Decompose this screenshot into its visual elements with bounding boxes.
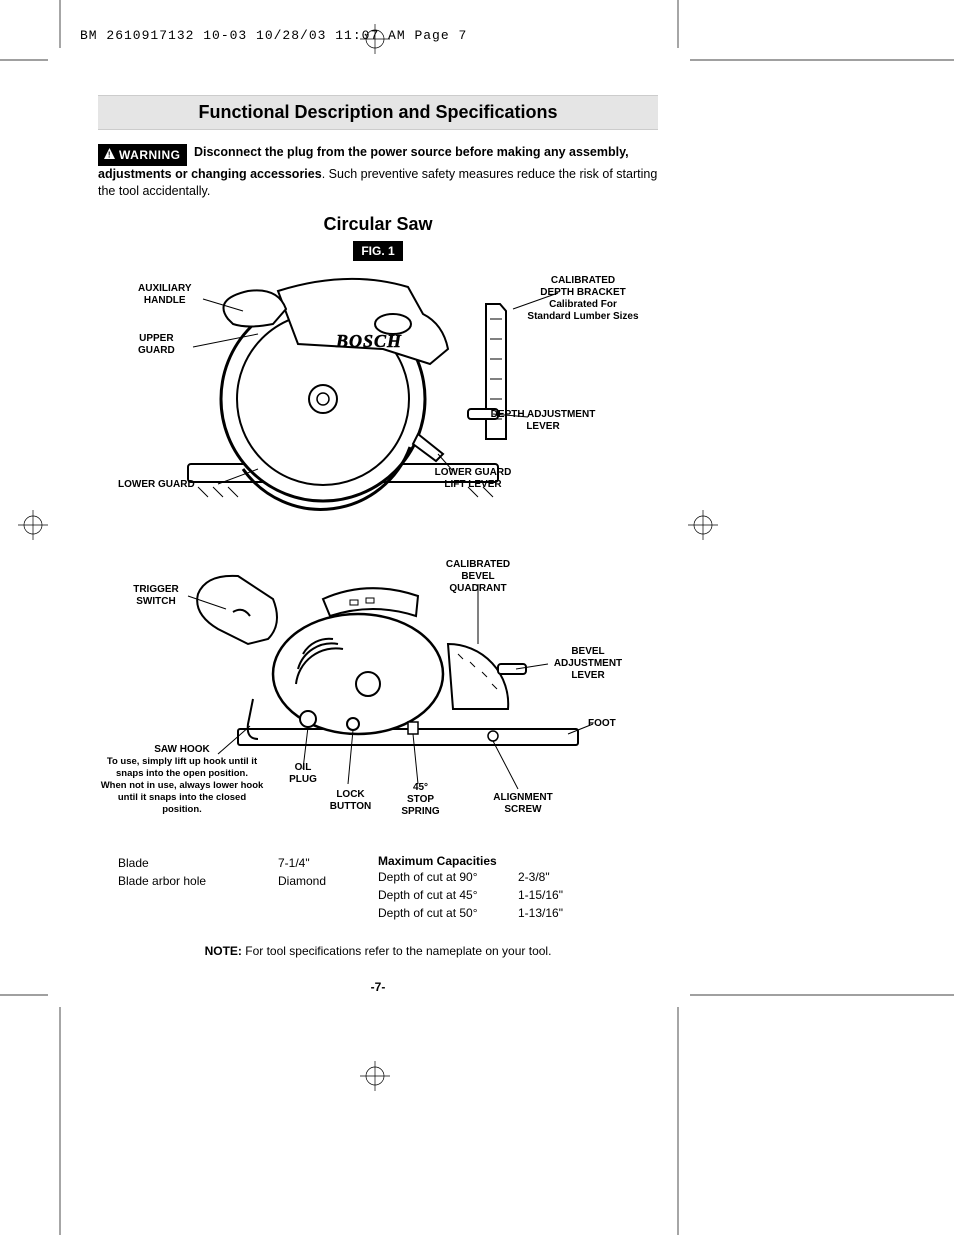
svg-text:!: ! [108,151,111,160]
callout-lower-guard: LOWER GUARD [118,479,195,491]
note-rest: For tool specifications refer to the nam… [242,944,552,958]
note-line: NOTE: For tool specifications refer to t… [98,944,658,958]
callout-foot: FOOT [588,718,616,730]
max-capacities-title: Maximum Capacities [378,854,638,868]
diagram-1: BOSCH AUXILIARYHANDLE UPPERGUARD LOWER G… [98,269,658,534]
spec-row: Blade 7-1/4" [118,854,378,872]
spec-row: Depth of cut at 90° 2-3/8" [378,868,638,886]
spec-label: Blade arbor hole [118,872,278,890]
warning-triangle-icon: ! [104,147,115,163]
callout-saw-hook-note1: To use, simply lift up hook until it sna… [107,756,257,779]
callout-alignment-screw: ALIGNMENTSCREW [483,792,563,816]
callout-depth-adjustment-lever: DEPTH ADJUSTMENTLEVER [478,409,608,433]
cropmark-bottom-right [674,985,954,1235]
product-subtitle: Circular Saw [98,214,658,235]
callout-calibrated-bevel-quadrant: CALIBRATEDBEVELQUADRANT [433,559,523,595]
specs-left-column: Blade 7-1/4" Blade arbor hole Diamond [118,854,378,922]
spec-value: 2-3/8" [518,868,550,886]
callout-lock-button: LOCKBUTTON [323,789,378,813]
section-title: Functional Description and Specification… [98,95,658,130]
spec-row: Depth of cut at 45° 1-15/16" [378,886,638,904]
warning-badge: ! WARNING [98,144,187,166]
registration-mark-bottom [360,1061,390,1091]
callout-saw-hook: SAW HOOK To use, simply lift up hook unt… [98,744,266,816]
spec-label: Blade [118,854,278,872]
callout-calib-depth-sub: Calibrated ForStandard Lumber Sizes [527,299,638,322]
registration-mark-left [18,510,48,540]
figure-1-area: BOSCH AUXILIARYHANDLE UPPERGUARD LOWER G… [98,269,658,834]
callout-stop-spring: 45°STOPSPRING [393,782,448,818]
specs-right-column: Maximum Capacities Depth of cut at 90° 2… [378,854,638,922]
warning-paragraph: ! WARNING Disconnect the plug from the p… [98,144,658,200]
callout-auxiliary-handle: AUXILIARYHANDLE [138,283,192,307]
callout-calib-depth-title: CALIBRATEDDEPTH BRACKET [540,275,626,298]
figure-badge: FIG. 1 [353,241,403,261]
callout-lower-guard-lift-lever: LOWER GUARDLIFT LEVER [418,467,528,491]
spec-value: 1-13/16" [518,904,563,922]
print-header: BM 2610917132 10-03 10/28/03 11:07 AM Pa… [80,28,467,43]
note-bold: NOTE: [205,944,242,958]
callout-bevel-adjustment-lever: BEVELADJUSTMENTLEVER [538,646,638,682]
spec-label: Depth of cut at 45° [378,886,518,904]
spec-label: Depth of cut at 90° [378,868,518,886]
page-number: -7- [98,980,658,994]
warning-badge-text: WARNING [119,148,181,162]
page-content: Functional Description and Specification… [98,95,658,994]
spec-value: 7-1/4" [278,854,310,872]
spec-row: Depth of cut at 50° 1-13/16" [378,904,638,922]
registration-mark-right [688,510,718,540]
callout-saw-hook-note2: When not in use, always lower hook until… [101,780,264,815]
callout-saw-hook-title: SAW HOOK [154,744,210,755]
diagram-2: CALIBRATEDBEVELQUADRANT TRIGGERSWITCH BE… [98,544,658,834]
spec-value: Diamond [278,872,326,890]
specifications-table: Blade 7-1/4" Blade arbor hole Diamond Ma… [98,854,658,922]
spec-value: 1-15/16" [518,886,563,904]
spec-row: Blade arbor hole Diamond [118,872,378,890]
cropmark-top-left [0,0,80,80]
spec-label: Depth of cut at 50° [378,904,518,922]
callout-upper-guard: UPPERGUARD [138,333,175,357]
brand-label: BOSCH [336,331,402,352]
callout-trigger-switch: TRIGGERSWITCH [126,584,186,608]
cropmark-bottom-left [0,985,80,1235]
callout-oil-plug: OILPLUG [283,762,323,786]
callout-calibrated-depth-bracket: CALIBRATEDDEPTH BRACKET Calibrated ForSt… [518,275,648,323]
cropmark-top-right [674,0,954,80]
